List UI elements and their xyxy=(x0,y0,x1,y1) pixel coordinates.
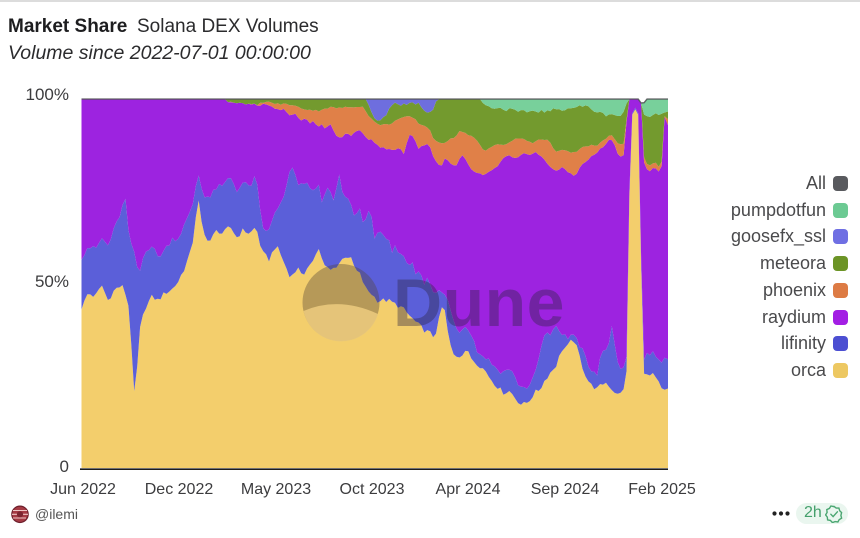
svg-text:Dune: Dune xyxy=(393,265,565,341)
